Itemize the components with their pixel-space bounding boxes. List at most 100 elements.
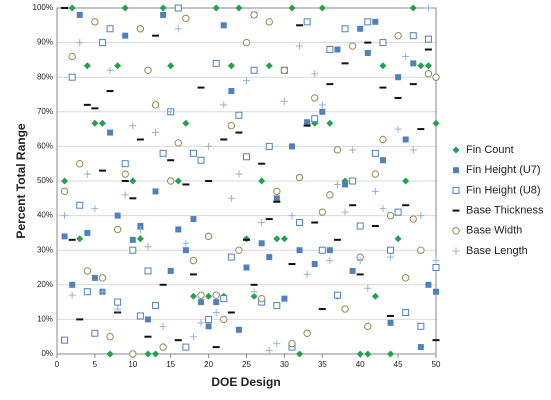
point xyxy=(189,149,197,157)
y-tick-label: 40% xyxy=(37,211,53,220)
point xyxy=(227,62,235,70)
point xyxy=(250,288,258,296)
point xyxy=(303,18,311,26)
point xyxy=(394,31,402,40)
point xyxy=(364,49,371,56)
point xyxy=(114,212,121,219)
point xyxy=(121,4,129,12)
point xyxy=(425,281,432,288)
point xyxy=(424,35,432,43)
point xyxy=(311,261,318,268)
point xyxy=(235,246,243,254)
point xyxy=(452,146,460,154)
point xyxy=(152,302,160,310)
point xyxy=(98,119,106,127)
point xyxy=(410,60,417,67)
point xyxy=(453,167,459,174)
point xyxy=(182,119,190,127)
point xyxy=(417,212,425,220)
point xyxy=(387,319,394,326)
point xyxy=(182,343,190,351)
point xyxy=(265,347,273,355)
point xyxy=(266,254,273,261)
point xyxy=(61,212,69,220)
point xyxy=(159,322,167,330)
point xyxy=(424,62,432,70)
point xyxy=(341,305,349,313)
point xyxy=(417,344,424,351)
point xyxy=(106,25,114,33)
point xyxy=(349,146,357,154)
point xyxy=(304,119,311,126)
point xyxy=(227,194,235,202)
point xyxy=(326,46,334,54)
y-tick-label: 90% xyxy=(37,38,53,47)
y-tick-label: 70% xyxy=(37,107,53,116)
point xyxy=(318,4,326,12)
point xyxy=(288,4,296,12)
y-tick-label: 60% xyxy=(37,142,53,151)
y-axis-title: Percent Total Range xyxy=(14,123,28,238)
point xyxy=(190,216,197,223)
point xyxy=(167,267,174,274)
point xyxy=(424,70,433,78)
point xyxy=(159,343,167,351)
legend-label: Fin Height (U7) xyxy=(466,164,541,176)
point xyxy=(152,129,160,137)
point xyxy=(280,66,289,74)
legend-label: Base Thickness xyxy=(466,205,544,217)
point xyxy=(265,62,273,70)
point xyxy=(265,18,273,26)
point xyxy=(83,267,92,275)
point xyxy=(296,42,304,50)
y-tick-label: 50% xyxy=(37,176,53,185)
point xyxy=(311,115,319,123)
y-tick-label: 0% xyxy=(41,349,53,358)
point xyxy=(334,46,341,53)
point xyxy=(371,187,379,195)
point xyxy=(326,257,334,265)
plot-border xyxy=(56,7,437,355)
point xyxy=(174,25,182,33)
point xyxy=(296,247,303,254)
y-tick-label: 30% xyxy=(37,245,53,254)
point xyxy=(91,329,99,337)
point xyxy=(68,52,76,61)
point xyxy=(387,253,395,261)
point xyxy=(182,14,190,23)
x-tick-label: 10 xyxy=(128,360,137,369)
y-tick-label: 10% xyxy=(37,315,53,324)
point xyxy=(364,284,372,292)
point xyxy=(61,336,69,344)
point xyxy=(174,177,182,185)
point xyxy=(273,235,281,243)
point xyxy=(333,146,342,154)
point xyxy=(129,177,137,185)
point xyxy=(76,39,84,47)
point xyxy=(303,270,311,278)
point xyxy=(106,333,114,341)
point xyxy=(341,208,349,216)
point xyxy=(197,156,205,164)
point xyxy=(121,191,129,199)
point xyxy=(326,119,334,127)
point xyxy=(379,62,387,70)
point xyxy=(409,4,417,12)
point xyxy=(68,4,76,12)
point xyxy=(220,101,228,109)
legend-label: Base Width xyxy=(466,225,522,237)
point xyxy=(402,136,409,143)
point xyxy=(386,211,395,220)
point xyxy=(394,125,402,133)
point xyxy=(129,122,137,130)
point xyxy=(409,32,417,40)
point xyxy=(379,157,386,164)
point xyxy=(424,4,432,12)
point xyxy=(91,205,99,213)
point xyxy=(83,170,91,178)
point xyxy=(387,350,395,358)
point xyxy=(198,299,205,306)
point xyxy=(273,340,281,348)
point xyxy=(409,215,417,223)
point xyxy=(69,281,76,288)
